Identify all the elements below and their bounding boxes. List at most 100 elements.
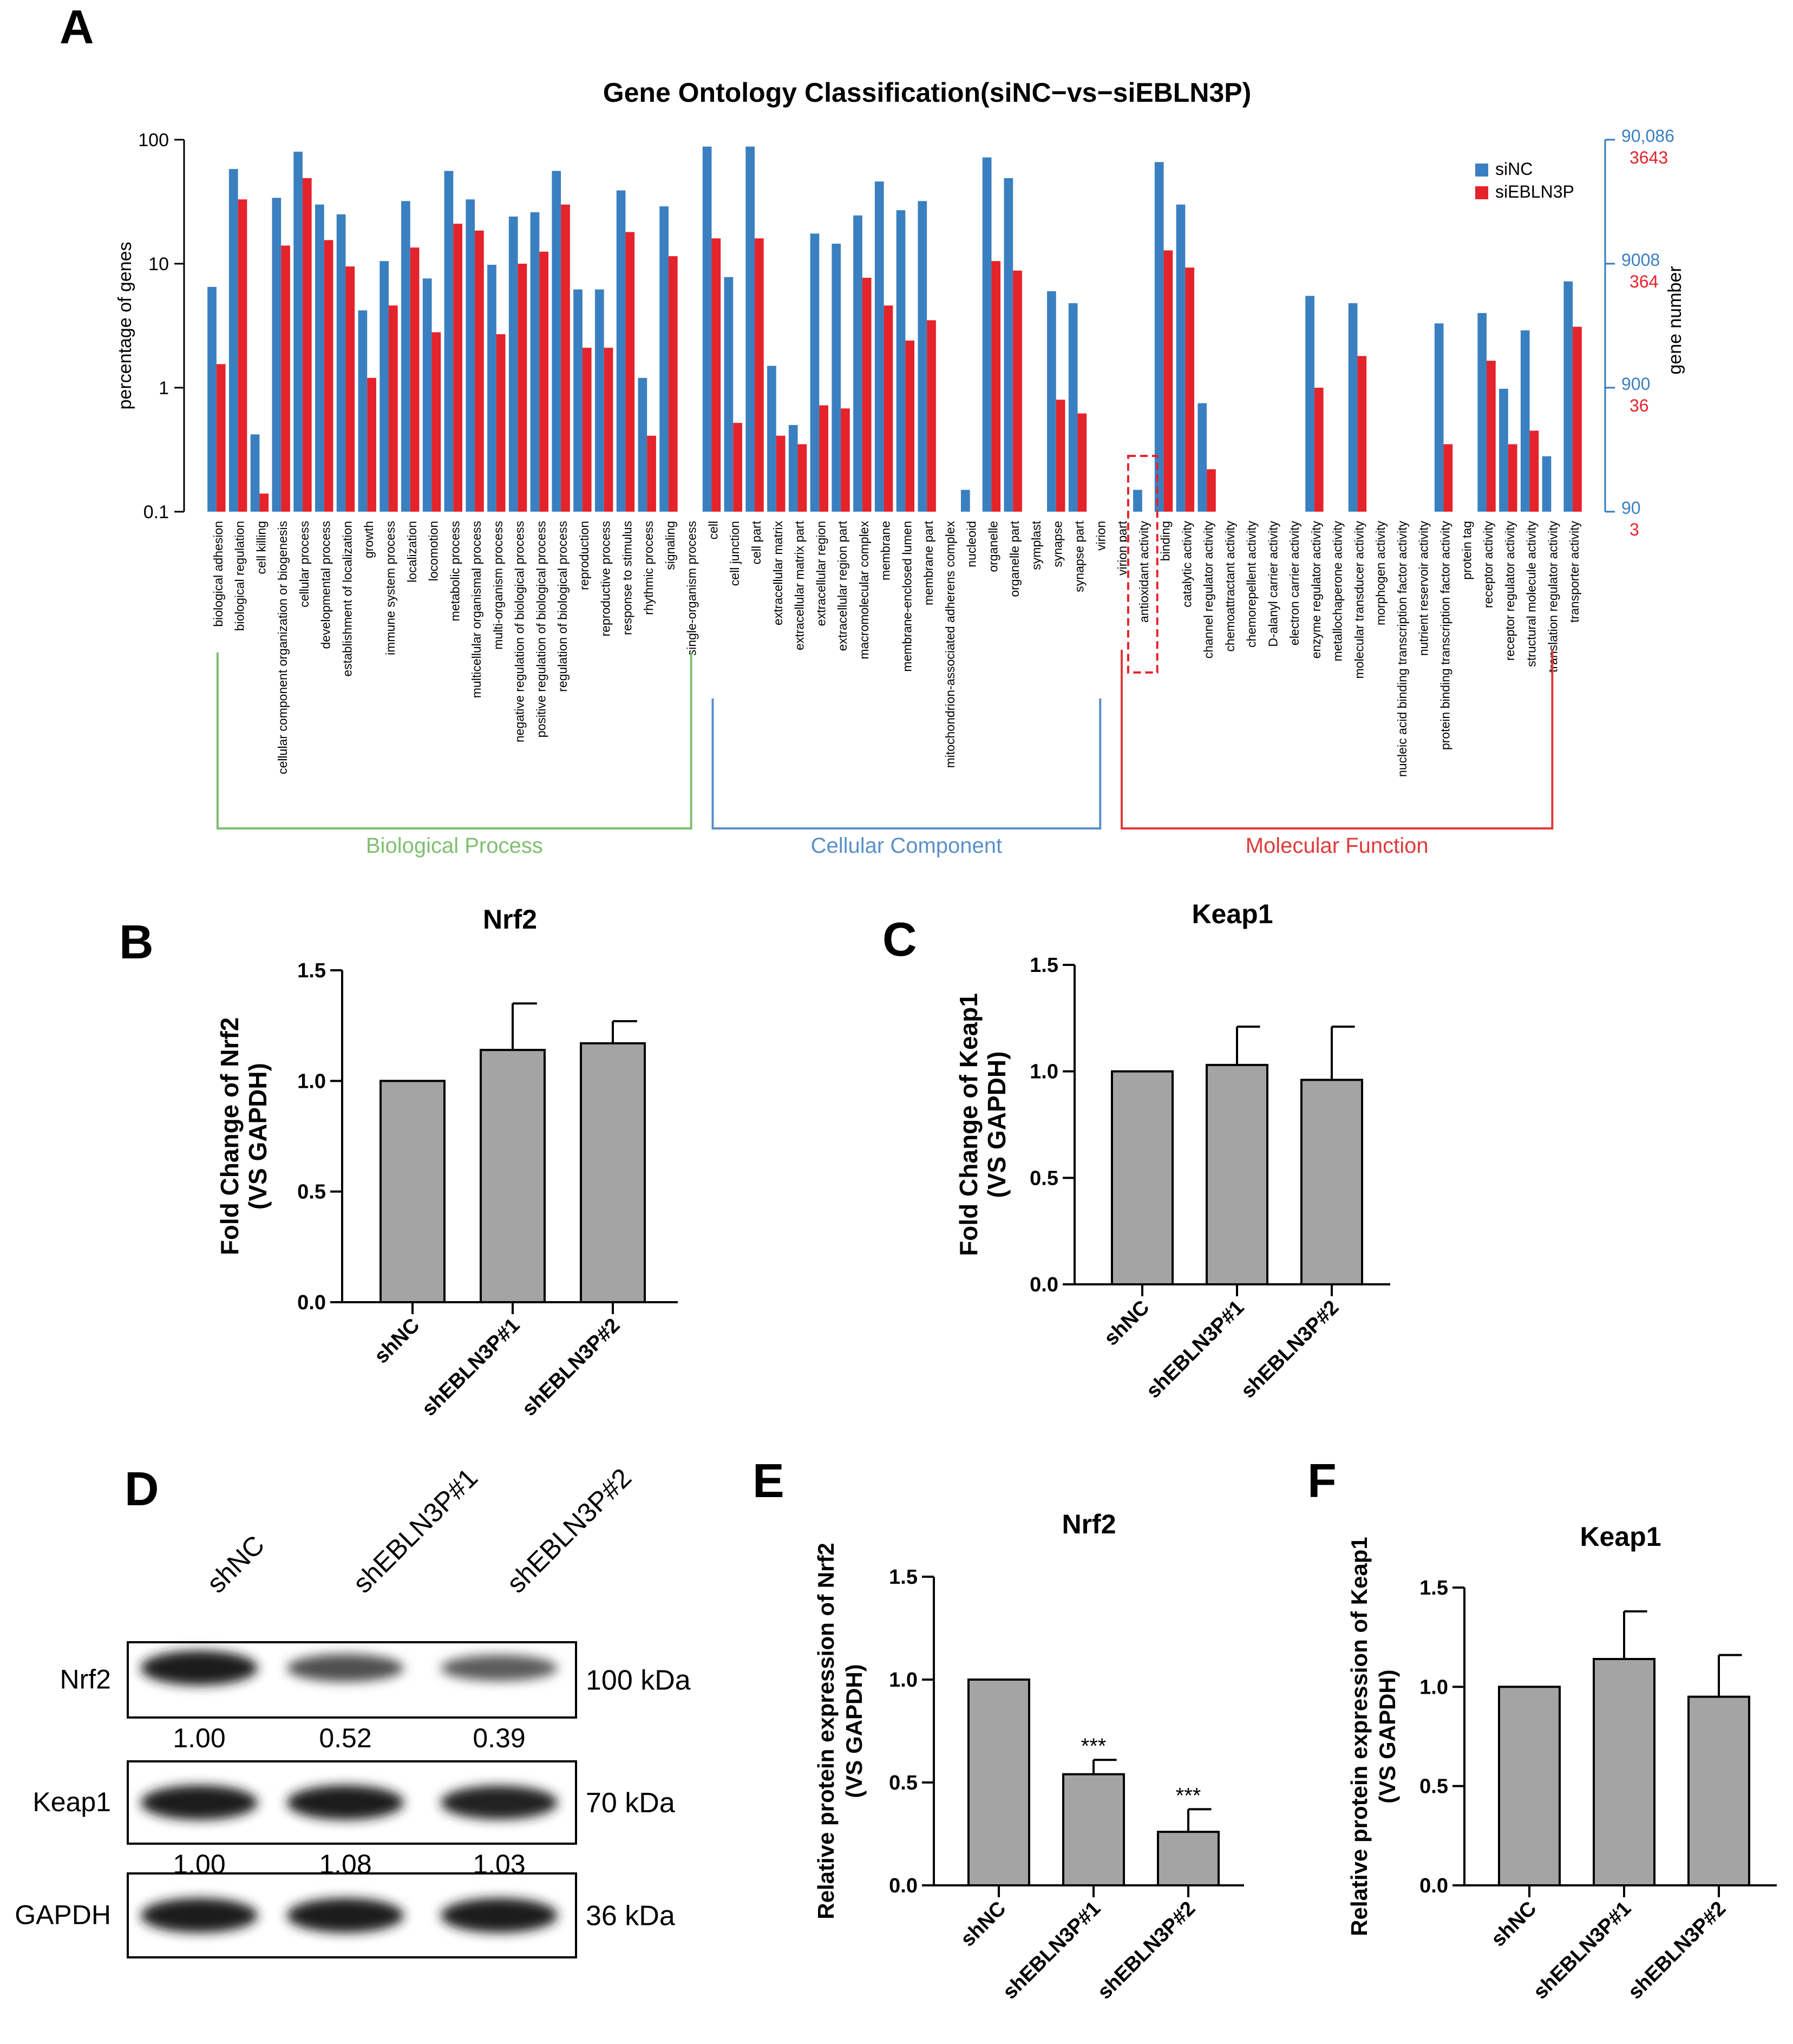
bar-siNC-immune-system-process	[379, 261, 389, 512]
category-label: morphogen activity	[1373, 521, 1388, 626]
bar-siEBLN3P-metabolic-process	[453, 224, 463, 512]
category-label: nutrient reservoir activity	[1417, 521, 1431, 656]
y-axis-label: (VS GAPDH)	[1375, 1669, 1400, 1803]
y2-tick-label-sinc: 90	[1621, 498, 1641, 518]
category-label: establishment of localization	[340, 521, 354, 677]
bar-siEBLN3P-molecular-transducer-activity	[1357, 356, 1367, 512]
y-tick-label: 0.5	[1419, 1775, 1448, 1798]
category-label: regulation of biological process	[555, 521, 570, 692]
category-label: response to stimulus	[620, 521, 634, 635]
bar-siNC-biological-regulation	[228, 169, 238, 512]
bar-siEBLN3P-membrane	[884, 305, 893, 512]
x-tick-label: shEBLN3P#2	[1236, 1296, 1343, 1403]
bar-siEBLN3P-synapse-part	[1077, 413, 1087, 512]
chart-title-E: Nrf2	[1062, 1509, 1116, 1539]
y2-tick-label-sinc: 900	[1621, 374, 1650, 394]
bar-siNC-synapse	[1047, 291, 1056, 512]
bar-siEBLN3P-response-to-stimulus	[625, 232, 635, 512]
bar-siNC-translation-regulator-activity	[1542, 456, 1552, 512]
bar-siEBLN3P-transporter-activity	[1573, 326, 1582, 512]
category-label: synapse	[1051, 521, 1065, 567]
bar-siNC-positive-regulation-of-biological-process	[530, 212, 540, 512]
category-label: D-alanyl carrier activity	[1266, 521, 1280, 647]
x-tick-label: shEBLN3P#1	[1529, 1897, 1635, 2004]
chart-title-C: Keap1	[1192, 899, 1273, 929]
lane-label: shEBLN3P#2	[501, 1462, 637, 1599]
y2-tick-label-sinc: 9008	[1621, 250, 1660, 270]
size-label-GAPDH: 36 kDa	[586, 1901, 675, 1932]
category-label: virion	[1094, 521, 1108, 551]
lane-label: shEBLN3P#1	[347, 1462, 483, 1599]
panel-letter-F: F	[1307, 1454, 1337, 1507]
bar-siNC-protein-binding-transcription-factor-activity	[1434, 323, 1444, 512]
category-label: immune system process	[383, 521, 397, 655]
bar-shEBLN3P#2	[1157, 1831, 1220, 1886]
bar-siEBLN3P-membrane-part	[927, 320, 936, 512]
bar-siNC-structural-molecule-activity	[1520, 330, 1530, 512]
category-label: receptor activity	[1481, 521, 1495, 609]
category-label: cellular process	[297, 521, 311, 608]
category-label: negative regulation of biological proces…	[513, 521, 527, 742]
bar-siEBLN3P-membrane-enclosed-lumen	[905, 340, 915, 512]
y-tick-label: 1.5	[297, 959, 326, 982]
bar-siNC-transporter-activity	[1563, 281, 1573, 512]
category-label: reproductive process	[599, 521, 613, 637]
category-label: macromolecular complex	[857, 521, 871, 659]
bar-shEBLN3P#2	[1300, 1079, 1363, 1286]
category-label: multi-organism process	[491, 521, 505, 650]
x-tick-label: shEBLN3P#2	[1624, 1897, 1730, 2004]
protein-label-Nrf2: Nrf2	[60, 1664, 111, 1695]
category-label: electron carrier activity	[1287, 521, 1301, 646]
bar-siNC-cell	[702, 146, 712, 512]
y-tick-label: 100	[138, 130, 169, 151]
bar-shEBLN3P#1	[1593, 1658, 1655, 1886]
chart-title-F: Keap1	[1580, 1521, 1661, 1552]
band-GAPDH	[287, 1898, 404, 1933]
chart-title-B: Nrf2	[483, 904, 537, 935]
y2-tick-label-siebln3p: 364	[1630, 272, 1658, 291]
bar-siEBLN3P-biological-regulation	[238, 199, 247, 512]
panel-letter-C: C	[882, 912, 917, 966]
panel-letter-B: B	[119, 915, 154, 969]
bar-siEBLN3P-developmental-process	[324, 240, 333, 512]
y-tick-label: 1.5	[1030, 954, 1058, 977]
category-label: extracellular region part	[835, 520, 849, 651]
bar-siEBLN3P-enzyme-regulator-activity	[1314, 388, 1324, 512]
category-label: organelle	[986, 521, 1000, 572]
bar-shEBLN3P#1	[1062, 1773, 1125, 1887]
y-axis-label: (VS GAPDH)	[244, 1063, 272, 1210]
group-bracket	[711, 698, 1102, 830]
bar-siEBLN3P-structural-molecule-activity	[1529, 430, 1539, 512]
category-label: extracellular matrix part	[793, 520, 807, 650]
category-label: membrane part	[921, 520, 935, 605]
category-label: growth	[362, 521, 376, 558]
quant-label: 0.52	[319, 1723, 371, 1753]
y-axis-label: Relative protein expression of Keap1	[1346, 1537, 1372, 1936]
protein-label-GAPDH: GAPDH	[15, 1900, 111, 1930]
bar-siNC-locomotion	[422, 278, 432, 512]
bar-siEBLN3P-cell	[711, 238, 721, 512]
y2-tick-label-sinc: 90,086	[1621, 126, 1674, 146]
bar-siEBLN3P-regulation-of-biological-process	[561, 204, 570, 512]
bar-siEBLN3P-multi-organism-process	[496, 334, 506, 512]
category-label: chemorepellent activity	[1245, 521, 1259, 648]
category-label: extracellular matrix	[771, 521, 785, 625]
bar-siEBLN3P-organelle-part	[1013, 270, 1022, 512]
y-tick-label: 1.0	[297, 1070, 326, 1093]
category-label: cell part	[749, 520, 763, 564]
y-axis-label: Fold Change of Nrf2	[215, 1017, 244, 1256]
bar-siNC-cell-part	[745, 146, 755, 512]
category-label: metabolic process	[448, 521, 462, 621]
band-Nrf2	[287, 1654, 404, 1682]
x-tick-label: shNC	[1487, 1897, 1541, 1951]
bar-shNC	[1498, 1686, 1561, 1886]
y-tick-label: 0.5	[1030, 1167, 1058, 1190]
bar-siEBLN3P-signaling	[668, 256, 678, 512]
x-tick-label: shEBLN3P#2	[518, 1314, 624, 1421]
group-label: Biological Process	[366, 834, 543, 858]
bar-siEBLN3P-negative-regulation-of-biological-process	[518, 264, 527, 512]
y-tick-label: 10	[148, 254, 169, 275]
panel-letter-D: D	[125, 1462, 159, 1516]
bar-shNC	[1111, 1070, 1174, 1285]
